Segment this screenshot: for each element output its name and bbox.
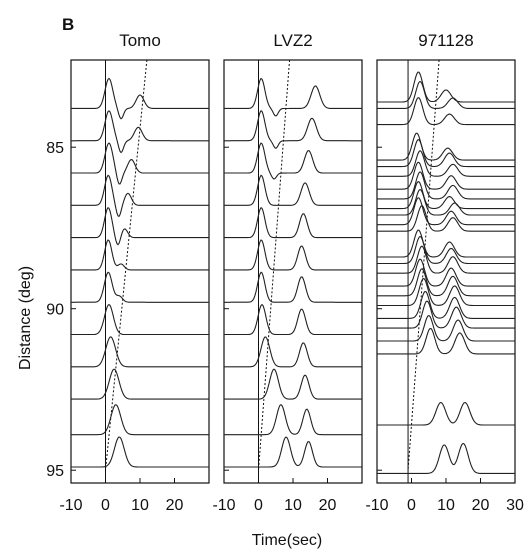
seismogram-trace	[377, 97, 515, 126]
x-tick-label: 20	[166, 497, 184, 514]
x-tick-label: 20	[472, 497, 490, 514]
seismogram-trace	[377, 181, 515, 210]
y-tick-label: 90	[46, 302, 64, 319]
seismogram-trace	[377, 328, 515, 355]
seismogram-trace	[224, 336, 362, 368]
seismogram-trace	[377, 229, 515, 258]
seismogram-trace	[377, 278, 515, 307]
seismogram-trace	[71, 174, 209, 218]
seismogram-trace	[377, 245, 515, 274]
seismogram-trace	[224, 110, 362, 149]
panel-label: B	[62, 15, 74, 34]
moveout-dotted-line-2	[258, 59, 291, 471]
seismogram-trace	[377, 401, 515, 426]
x-tick-label: -10	[212, 497, 235, 514]
seismogram-trace	[224, 404, 362, 436]
seismogram-trace	[377, 161, 515, 190]
seismogram-trace	[224, 77, 362, 117]
seismogram-trace	[377, 171, 515, 200]
seismogram-trace	[377, 300, 515, 329]
x-tick-label: 0	[407, 497, 416, 514]
panel-title-2: LVZ2	[273, 31, 312, 50]
seismogram-trace	[377, 150, 515, 177]
x-tick-label: 0	[101, 497, 110, 514]
y-tick-label: 85	[46, 140, 64, 157]
seismogram-trace	[377, 80, 515, 109]
y-axis-label: Distance (deg)	[17, 266, 34, 370]
x-tick-label: 10	[131, 497, 149, 514]
seismogram-trace	[71, 142, 209, 185]
x-tick-label: -10	[365, 497, 388, 514]
x-tick-label: 30	[506, 497, 524, 514]
x-axis-label: Time(sec)	[252, 532, 323, 549]
x-tick-label: 0	[254, 497, 263, 514]
seismogram-trace	[71, 303, 209, 336]
seismogram-trace	[377, 268, 515, 297]
seismogram-trace	[71, 436, 209, 468]
seismogram-trace	[224, 174, 362, 206]
seismogram-trace	[377, 290, 515, 319]
moveout-dotted-line-1	[105, 59, 148, 471]
seismogram-trace	[71, 239, 209, 271]
seismogram-trace	[377, 235, 515, 265]
seismogram-trace	[224, 368, 362, 400]
seismogram-trace	[71, 271, 209, 303]
panel-frame-2	[223, 59, 363, 484]
seismogram-trace	[377, 188, 515, 216]
seismogram-trace	[71, 368, 209, 400]
panel-title-3: 971128	[418, 31, 473, 50]
panel-frame-1	[70, 59, 210, 484]
seismogram-trace	[224, 142, 362, 180]
seismogram-trace	[71, 110, 209, 154]
seismogram-trace	[377, 314, 515, 342]
panels-group: Tomo -10 0 10 20 LVZ2 -10 0 10 20 971128 -10 0 10 20 30…	[46, 31, 524, 514]
seismogram-trace	[71, 336, 209, 368]
x-tick-label: 10	[437, 497, 455, 514]
seismogram-trace	[377, 71, 515, 103]
x-tick-label: 20	[319, 497, 337, 514]
seismogram-trace	[377, 197, 515, 226]
seismogram-trace	[377, 205, 515, 232]
seismogram-trace	[224, 303, 362, 336]
seismogram-trace	[71, 77, 209, 120]
seismogram-trace	[224, 271, 362, 303]
seismogram-trace	[377, 132, 515, 161]
y-tick-label: 95	[46, 463, 64, 480]
seismogram-trace	[377, 258, 515, 287]
seismogram-trace	[224, 239, 362, 271]
seismogram-trace	[71, 206, 209, 246]
seismogram-trace	[377, 442, 515, 474]
x-tick-label: 10	[284, 497, 302, 514]
seismogram-trace	[224, 436, 362, 468]
seismogram-trace	[377, 139, 515, 168]
panel-title-1: Tomo	[119, 31, 161, 50]
x-tick-label: -10	[59, 497, 82, 514]
seismogram-trace	[71, 404, 209, 436]
panel-frame-3	[376, 59, 516, 484]
seismogram-trace	[224, 206, 362, 239]
